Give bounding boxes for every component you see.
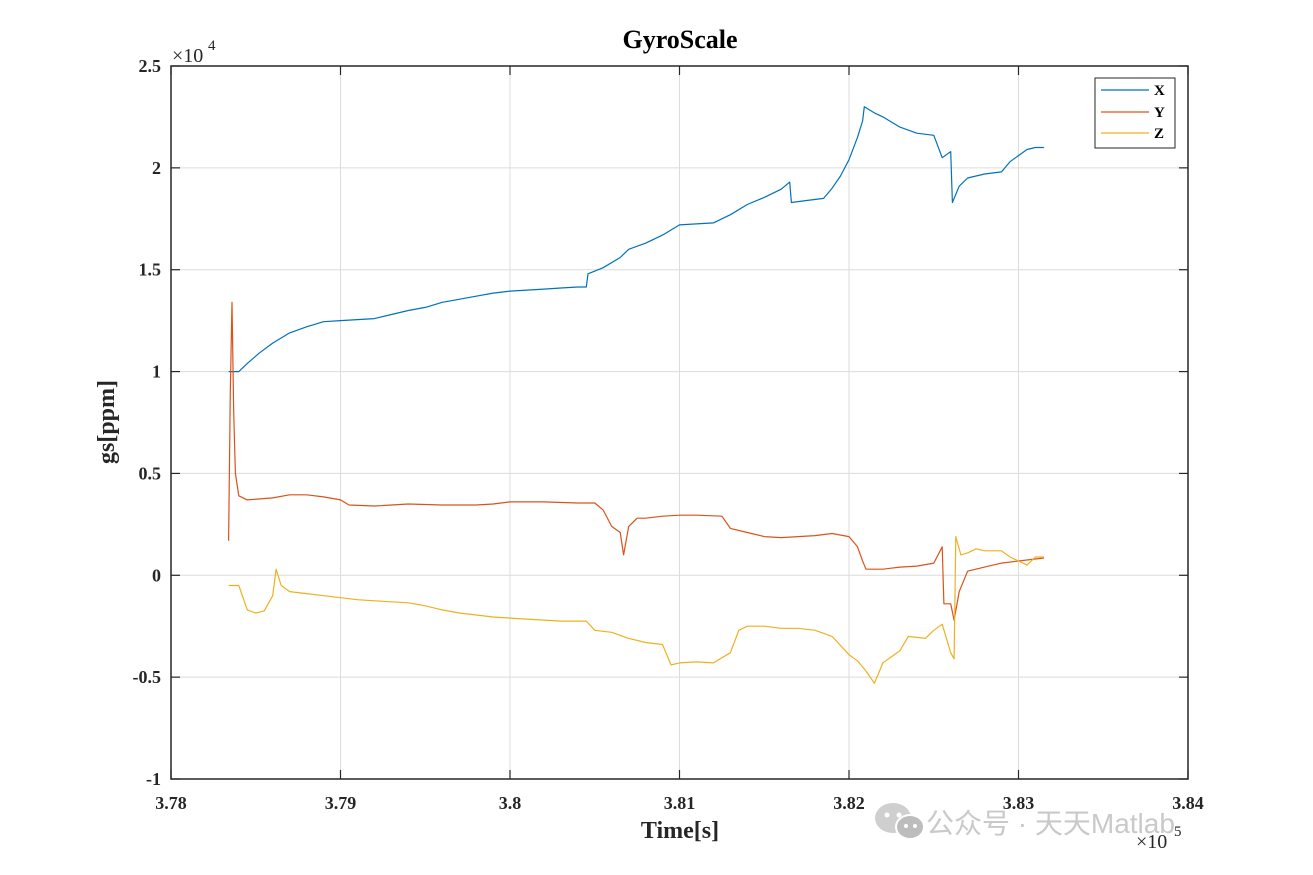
series-layer — [228, 106, 1044, 684]
x-exponent-label: ×10 5 — [1136, 824, 1182, 853]
legend-label-z: Z — [1154, 126, 1164, 142]
y-exponent-power: 4 — [208, 38, 216, 54]
series-line-x — [228, 106, 1044, 373]
watermark: 公众号 · 天天Matlab — [875, 803, 1175, 840]
y-tick-label: 0.5 — [139, 463, 162, 483]
series-line-y — [228, 301, 1044, 621]
x-exponent-power: 5 — [1174, 824, 1182, 840]
x-tick-label: 3.84 — [1172, 793, 1204, 813]
x-tick-label: 3.83 — [1003, 793, 1035, 813]
legend: X Y Z — [1094, 77, 1176, 149]
x-tick-label: 3.82 — [833, 793, 865, 813]
y-tick-label: 0 — [152, 565, 161, 585]
tick-marks — [170, 65, 1189, 780]
x-axis-label: Time[s] — [641, 818, 719, 844]
y-exponent-label: ×10 4 — [172, 38, 216, 67]
grid — [171, 66, 1188, 779]
watermark-text: 公众号 · 天天Matlab — [926, 808, 1175, 839]
x-tick-label: 3.8 — [499, 793, 522, 813]
y-tick-label: 1.5 — [139, 260, 162, 280]
x-tick-label: 3.78 — [155, 793, 187, 813]
x-tick-labels: 3.78 3.79 3.8 3.81 3.82 3.83 3.84 — [155, 793, 1204, 813]
y-tick-label: 1 — [152, 362, 161, 382]
y-tick-labels: -1 -0.5 0 0.5 1 1.5 2 2.5 — [133, 56, 162, 789]
x-exponent-base: ×10 — [1136, 831, 1167, 853]
y-tick-label: -0.5 — [133, 667, 162, 687]
series-line-z — [228, 536, 1044, 684]
legend-label-x: X — [1154, 83, 1165, 99]
y-tick-label: -1 — [146, 769, 161, 789]
x-tick-label: 3.81 — [664, 793, 696, 813]
legend-label-y: Y — [1154, 105, 1165, 121]
x-tick-label: 3.79 — [325, 793, 357, 813]
y-tick-label: 2.5 — [139, 56, 162, 76]
y-exponent-base: ×10 — [172, 45, 203, 67]
wechat-icon — [875, 803, 925, 840]
chart-title: GyroScale — [622, 25, 737, 54]
y-axis-label: gs[ppm] — [94, 380, 120, 464]
y-tick-label: 2 — [152, 158, 161, 178]
